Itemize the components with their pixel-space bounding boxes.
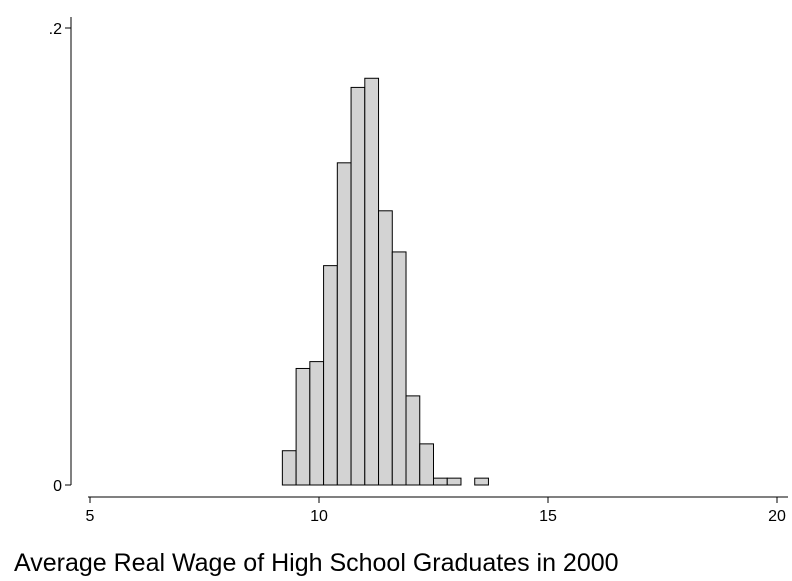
histogram-bar-11 xyxy=(419,443,435,486)
histogram-bar-10 xyxy=(405,395,421,486)
x-tick-label: 10 xyxy=(310,508,328,525)
histogram-bar-13 xyxy=(446,477,462,486)
x-axis-label: Average Real Wage of High School Graduat… xyxy=(14,549,619,577)
x-tick-label: 15 xyxy=(539,508,557,525)
y-tick-label: 0 xyxy=(53,478,62,495)
histogram-bars xyxy=(281,77,489,486)
histogram-bar-6 xyxy=(350,86,366,486)
x-tick-label: 20 xyxy=(768,508,786,525)
histogram-bar-8 xyxy=(378,210,393,486)
y-axis-ticks: 0.2 xyxy=(49,21,71,495)
histogram-bar-2 xyxy=(295,367,311,486)
x-tick-label: 5 xyxy=(86,508,95,525)
x-axis-ticks: 5 10 15 20 xyxy=(86,497,786,525)
histogram-bar-9 xyxy=(391,251,407,486)
y-tick-label: .2 xyxy=(49,21,62,38)
histogram-bar-5 xyxy=(336,162,352,486)
histogram-bar-3 xyxy=(309,361,325,486)
histogram-bar-4 xyxy=(323,265,338,486)
histogram-bar-1 xyxy=(281,450,297,486)
histogram-bar-12 xyxy=(433,477,448,486)
histogram-bar-7 xyxy=(364,77,380,486)
histogram-bar-14 xyxy=(474,477,489,486)
